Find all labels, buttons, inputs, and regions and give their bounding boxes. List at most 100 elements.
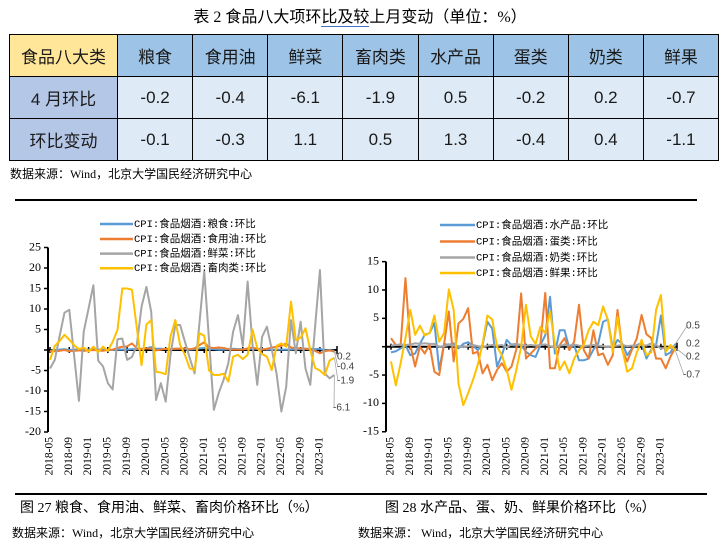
y-tick-label: -10	[25, 383, 41, 397]
y-tick-label: 20	[29, 260, 41, 274]
x-tick-label: 2018-05	[385, 437, 397, 476]
x-tick-label: 2022-05	[275, 437, 287, 476]
x-tick-label: 2021-05	[558, 437, 570, 476]
leader-line-aquatic-products	[675, 325, 688, 345]
leader-line-fresh-fruit	[675, 350, 685, 376]
end-data-label-fresh-vegetables: -6.1	[333, 403, 351, 414]
table-title-suffix: 上月变动（单位：%）	[369, 9, 527, 26]
figure-27-caption: 图 27 粮食、食用油、鲜菜、畜肉价格环比（%）	[20, 501, 319, 516]
table-cell: -0.4	[192, 76, 269, 119]
legend-label: CPI:食品烟酒:水产品:环比	[476, 218, 608, 232]
legend-item-livestock-meat: CPI:食品烟酒:畜肉类:环比	[100, 261, 266, 275]
x-tick-label: 2020-05	[500, 437, 512, 476]
y-tick-label: -5	[369, 367, 379, 381]
table-header-cell: 奶类	[567, 34, 644, 77]
leader-line-grain	[334, 350, 339, 358]
series-line-aquatic-products	[390, 295, 677, 371]
y-tick-label: 5	[373, 310, 379, 324]
series-line-dairy	[390, 342, 676, 350]
table-header-row: 食品八大类 粮食 食用油 鲜菜 畜肉类 水产品 蛋类 奶类 鲜果	[9, 34, 720, 77]
y-tick-label: 5	[35, 321, 41, 335]
table-cell: 0.5	[417, 76, 494, 119]
food-category-table: 食品八大类 粮食 食用油 鲜菜 畜肉类 水产品 蛋类 奶类 鲜果 4 月环比 -…	[9, 34, 720, 161]
x-tick-label: 2023-01	[655, 437, 667, 476]
end-data-label-aquatic-products: 0.5	[686, 321, 700, 332]
x-tick-label: 2020-01	[140, 437, 152, 476]
legend-label: CPI:食品烟酒:奶类:环比	[476, 250, 598, 264]
end-data-label-livestock-meat: -1.9	[337, 376, 355, 387]
x-tick-label: 2021-01	[539, 437, 551, 476]
x-tick-label: 2019-05	[442, 437, 454, 476]
series-line-fresh-fruit	[390, 288, 677, 407]
y-tick-label: -15	[25, 403, 41, 417]
table-source-note: 数据来源：Wind，北京大学国民经济研究中心	[10, 167, 253, 181]
table-header-cell: 食用油	[192, 34, 269, 77]
legend-label: CPI:食品烟酒:蛋类:环比	[476, 234, 598, 248]
x-tick-label: 2021-09	[236, 437, 248, 476]
x-tick-label: 2018-05	[44, 437, 56, 476]
figure-28-source-note: 数据来源： Wind，北京大学国民经济研究中心	[358, 526, 604, 540]
x-tick-label: 2022-01	[256, 437, 268, 476]
x-tick-label: 2021-09	[577, 437, 589, 476]
x-tick-label: 2022-01	[597, 437, 609, 476]
table-corner-header: 食品八大类	[9, 34, 118, 77]
table-row-label: 环比变动	[9, 118, 118, 161]
x-tick-label: 2021-05	[217, 437, 229, 476]
table-cell: -0.1	[116, 118, 194, 161]
table-cell: -0.7	[642, 76, 720, 119]
x-tick-label: 2019-01	[82, 437, 94, 476]
x-tick-label: 2022-09	[294, 437, 306, 476]
end-data-label-fresh-fruit: -0.7	[683, 370, 701, 381]
series-line-livestock-meat	[49, 287, 335, 383]
chart-aquatic-egg-dairy-fruit: CPI:食品烟酒:水产品:环比 CPI:食品烟酒:蛋类:环比 CPI:食品烟酒:奶类…	[363, 218, 701, 476]
legend-item-grain: CPI:食品烟酒:粮食:环比	[100, 217, 256, 231]
x-tick-label: 2020-09	[179, 437, 191, 476]
table-row: 环比变动 -0.1 -0.3 1.1 0.5 1.3 -0.4 0.4 -1.1	[9, 118, 720, 161]
legend: CPI:食品烟酒:粮食:环比CPI:食品烟酒:食用油:环比CPI:食品烟酒:鲜菜…	[100, 217, 266, 275]
x-tick-label: 2020-01	[481, 437, 493, 476]
chart-grain-oil-veg-meat: CPI:食品烟酒:粮食:环比CPI:食品烟酒:食用油:环比CPI:食品烟酒:鲜菜…	[25, 217, 355, 476]
y-tick-label: -10	[363, 395, 379, 409]
y-tick-label: 10	[29, 301, 41, 315]
legend-item-fresh-vegetables: CPI:食品烟酒:鲜菜:环比	[100, 246, 256, 260]
x-tick-label: 2018-09	[404, 437, 416, 476]
y-tick-label: -15	[363, 424, 379, 438]
table-cell: -0.2	[116, 76, 194, 119]
table-header-cell: 水产品	[417, 34, 494, 77]
legend-item-fresh-fruit: CPI:食品烟酒:鲜果:环比	[440, 266, 598, 280]
table-cell: -6.1	[267, 76, 344, 119]
end-data-label-edible-oil: -0.4	[337, 362, 355, 373]
x-tick-label: 2019-05	[101, 437, 113, 476]
y-tick-label: 10	[367, 282, 379, 296]
x-tick-label: 2019-09	[121, 437, 133, 476]
figure-28-caption: 图 28 水产品、蛋、奶、鲜果价格环比（%）	[385, 501, 656, 516]
table-row-label: 4 月环比	[9, 76, 118, 119]
y-tick-label: -5	[31, 362, 41, 376]
x-tick-label: 2020-05	[159, 437, 171, 476]
legend-label: CPI:食品烟酒:鲜菜:环比	[134, 246, 256, 260]
legend-label: CPI:食品烟酒:鲜果:环比	[476, 266, 598, 280]
legend-item-aquatic-products: CPI:食品烟酒:水产品:环比	[440, 218, 608, 232]
x-tick-label: 2019-01	[423, 437, 435, 476]
series-line-eggs	[390, 277, 677, 382]
table-header-cell: 蛋类	[492, 34, 569, 77]
table-cell: 0.4	[567, 118, 644, 161]
legend-item-eggs: CPI:食品烟酒:蛋类:环比	[440, 234, 598, 248]
legend-label: CPI:食品烟酒:粮食:环比	[134, 217, 256, 231]
table-header-cell: 鲜菜	[267, 34, 344, 77]
table-header-cell: 鲜果	[642, 34, 720, 77]
x-tick-label: 2022-05	[616, 437, 628, 476]
table-cell: -1.9	[342, 76, 419, 119]
legend-label: CPI:食品烟酒:食用油:环比	[134, 232, 266, 246]
y-tick-label: -20	[25, 424, 41, 438]
x-tick-label: 2022-09	[635, 437, 647, 476]
series-line-fresh-vegetables	[49, 269, 335, 413]
x-tick-label: 2019-09	[462, 437, 474, 476]
legend: CPI:食品烟酒:水产品:环比 CPI:食品烟酒:蛋类:环比 CPI:食品烟酒:奶类…	[440, 218, 608, 280]
legend-label: CPI:食品烟酒:畜肉类:环比	[134, 261, 266, 275]
table-cell: 0.5	[342, 118, 419, 161]
x-tick-label: 2023-01	[314, 437, 326, 476]
figure-27-source-note: 数据来源：Wind，北京大学国民经济研究中心	[12, 526, 255, 540]
